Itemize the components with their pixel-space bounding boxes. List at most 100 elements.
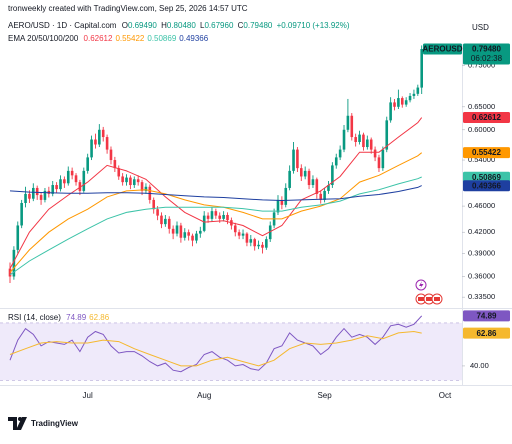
candle-body [276,199,280,213]
candle-body [171,228,175,234]
candle-body [265,239,268,248]
y-tick-label: 0.36000 [468,271,495,280]
ohlc-value: 0.79480 [243,21,272,30]
brand-logo [8,417,27,430]
price-tag: 0.79480 [472,45,501,54]
candle-body [66,170,70,184]
candle-body [400,98,404,105]
candle-body [303,170,307,177]
candle-body [315,179,319,194]
x-tick-label: Aug [197,391,211,400]
candle-body [20,202,23,226]
candle-body [16,225,20,250]
flag-stripe [434,297,440,301]
candle-body [82,170,86,191]
candle-body [261,244,264,248]
candle-body [299,168,303,177]
candle-body [377,157,381,169]
candle-body [397,98,400,107]
event-bolt [419,281,424,289]
candle-body [338,149,342,158]
candle-body [117,168,121,177]
ema-tag: 0.50869 [472,173,501,182]
candle-body [129,177,132,186]
y-tick-label: 0.46000 [468,201,495,210]
ema-tag: 0.55422 [472,148,501,157]
candle-body [167,218,171,229]
ohlc-value: 0.69490 [128,21,157,30]
ohlc-value: 0.80480 [167,21,196,30]
candle-body [307,170,311,186]
x-tick-label: Jul [83,391,93,400]
ema-value: 0.50869 [147,34,176,43]
ema-legend: EMA 20/50/100/200 0.62612 0.55422 0.50869 0… [8,34,209,43]
candle-body [179,225,183,238]
candle-body [152,199,156,210]
candle-body [366,139,369,148]
y-tick-label: 0.54000 [468,155,495,164]
candle-body [358,134,361,143]
ema-line [9,117,423,269]
symbol-tag: AEROUSD [422,45,462,54]
ohlc-value: 0.67960 [204,21,233,30]
candle-body [331,165,334,186]
candle-body [39,195,43,200]
candle-body [125,177,128,183]
candle-body [144,186,148,191]
candle-body [249,239,253,243]
candle-body [183,232,187,238]
candle-body [98,129,101,145]
candle-body [268,225,272,240]
candle-body [191,235,194,241]
candle-body [187,232,190,236]
rsi-line [9,330,422,367]
candle-body [113,160,117,169]
ema-tag-bg [463,147,510,159]
candle-body [296,149,299,169]
candle-body [101,129,105,138]
candle-body [109,149,113,161]
candle-body [195,233,198,241]
candle-body [105,137,109,150]
ema-value: 0.62612 [84,34,113,43]
candle-body [214,211,218,216]
candle-body [350,115,354,138]
candle-body [389,102,392,121]
rsi-legend: RSI (14, close) 74.89 62.86 [8,313,110,322]
flag-stripe [418,297,424,301]
candle-body [416,87,420,94]
candle-body [51,185,55,194]
candle-body [160,215,163,225]
candle-body [35,187,39,196]
y-tick-label: 40.00 [470,361,489,370]
ohlc-key: L [200,21,205,30]
rsi-tag-bg [463,310,510,322]
candle-body [280,199,284,205]
candle-body [257,244,260,247]
candle-body [393,102,396,107]
rsi-band [0,322,462,381]
x-tick-label: Sep [317,391,332,400]
candle-body [70,170,74,176]
brand-name: TradingView [31,419,79,428]
candle-body [175,225,179,234]
candle-body [288,170,291,188]
candle-body [90,139,93,158]
candle-body [121,176,124,183]
symbol-tag-bg [423,43,462,55]
ema-tag-bg [463,180,510,192]
candle-body [199,230,202,234]
candle-body [334,157,338,166]
candle-body [292,149,295,171]
candle-body [327,185,330,191]
y-tick-label: 0.39000 [468,248,495,257]
ema-line [9,185,422,202]
candle-body [156,209,159,216]
ema-label: EMA 20/50/100/200 [8,34,79,43]
ema-value: 0.55422 [115,34,144,43]
ohlc-key: C [238,21,244,30]
candle-body [8,268,12,277]
x-tick-label: Oct [439,391,452,400]
ema-tag-bg [463,171,510,183]
candle-body [311,179,315,186]
